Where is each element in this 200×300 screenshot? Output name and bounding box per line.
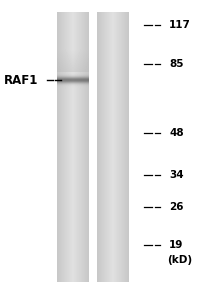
Text: 19: 19 (169, 240, 183, 250)
Text: 34: 34 (169, 169, 184, 179)
Text: 117: 117 (169, 20, 191, 30)
Text: 26: 26 (169, 202, 184, 212)
Text: RAF1: RAF1 (4, 74, 38, 87)
Text: 48: 48 (169, 128, 184, 138)
Text: (kD): (kD) (167, 255, 192, 265)
Text: 85: 85 (169, 58, 184, 68)
